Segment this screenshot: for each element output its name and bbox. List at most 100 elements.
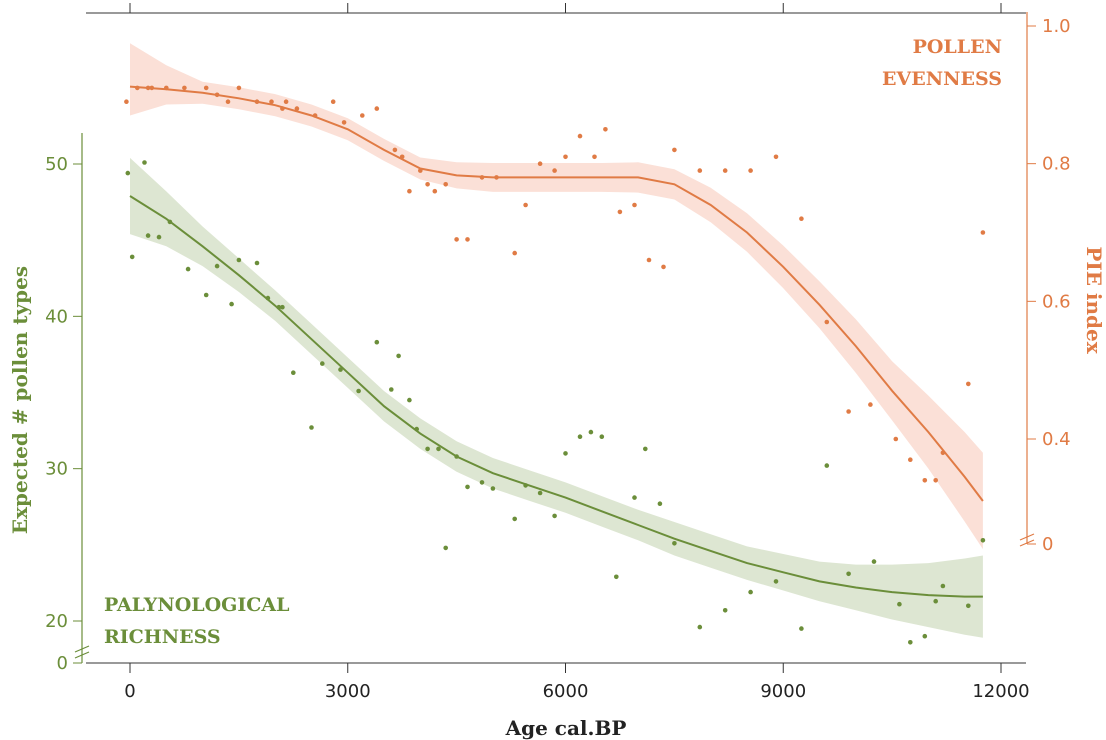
richness-point-35 (552, 513, 557, 519)
evenness-point-58 (980, 230, 986, 235)
evenness-point-13 (283, 99, 289, 104)
legend-richness-line1: PALYNOLOGICAL (104, 594, 290, 616)
richness-point-38 (588, 429, 594, 435)
evenness-point-18 (360, 113, 365, 118)
evenness-point-30 (494, 175, 499, 180)
richness-fit-line (129, 195, 983, 598)
evenness-point-51 (868, 402, 873, 407)
richness-point-50 (824, 463, 830, 468)
evenness-point-49 (824, 319, 830, 325)
richness-point-44 (672, 541, 677, 546)
evenness-point-12 (280, 106, 285, 111)
richness-point-25 (425, 446, 430, 452)
richness-point-32 (512, 516, 517, 522)
evenness-point-29 (479, 175, 485, 180)
x-axis-title: Age cal.BP (505, 716, 627, 740)
legend-evenness-line2: EVENNESS (882, 68, 1002, 90)
right-tick-label-0: 0.4 (1042, 429, 1071, 450)
right-axis-break-mark-1 (1019, 533, 1035, 541)
richness-point-36 (563, 451, 568, 456)
richness-point-10 (236, 257, 242, 263)
evenness-point-52 (893, 436, 899, 442)
evenness-point-53 (908, 457, 913, 463)
evenness-point-10 (254, 99, 260, 104)
richness-point-11 (254, 260, 260, 266)
right-series-layer (124, 43, 986, 550)
richness-point-57 (940, 583, 946, 589)
left-series-layer (125, 157, 986, 645)
evenness-point-15 (312, 113, 318, 118)
richness-point-24 (414, 426, 420, 432)
evenness-point-16 (330, 99, 336, 104)
richness-point-58 (966, 603, 971, 609)
left-tick-label-1: 30 (45, 459, 68, 480)
evenness-point-17 (341, 120, 347, 125)
left-tick-label-3: 50 (45, 154, 68, 175)
evenness-point-44 (697, 168, 703, 173)
evenness-point-56 (940, 450, 946, 456)
right-tick-label-3: 1.0 (1042, 16, 1071, 37)
richness-point-39 (599, 434, 605, 440)
evenness-point-5 (182, 85, 187, 91)
evenness-point-2 (145, 85, 151, 91)
x-tick-label-1: 3000 (325, 681, 371, 702)
evenness-point-33 (537, 161, 543, 166)
evenness-point-24 (425, 182, 430, 187)
evenness-point-3 (149, 85, 155, 91)
x-tick-label-2: 6000 (543, 681, 589, 702)
evenness-point-54 (922, 478, 928, 483)
legend-evenness: POLLEN EVENNESS (882, 36, 1002, 90)
evenness-point-42 (661, 264, 666, 270)
evenness-point-34 (552, 168, 557, 173)
evenness-point-25 (432, 188, 438, 194)
richness-point-28 (454, 454, 459, 459)
richness-point-1 (129, 254, 135, 260)
right-axis-title: PIE index (1082, 246, 1106, 354)
evenness-point-35 (563, 154, 568, 160)
richness-point-30 (479, 480, 485, 485)
richness-point-22 (396, 353, 401, 359)
evenness-point-20 (392, 147, 398, 153)
richness-point-46 (722, 608, 728, 613)
richness-point-31 (490, 486, 496, 491)
richness-point-59 (980, 538, 986, 543)
richness-point-45 (697, 624, 703, 630)
evenness-point-41 (646, 257, 652, 263)
richness-point-12 (265, 295, 271, 301)
evenness-point-9 (236, 85, 242, 91)
evenness-point-48 (799, 216, 804, 221)
legend-evenness-line1: POLLEN (913, 36, 1002, 58)
richness-point-40 (614, 574, 619, 580)
x-tick-label-0: 0 (124, 681, 135, 702)
evenness-point-47 (773, 154, 779, 160)
legend-richness-line2: RICHNESS (104, 626, 221, 648)
evenness-point-28 (465, 237, 470, 242)
richness-point-15 (291, 370, 296, 376)
richness-point-27 (443, 545, 449, 551)
evenness-point-38 (603, 127, 608, 132)
richness-point-2 (142, 160, 147, 165)
richness-point-4 (156, 234, 162, 240)
richness-point-29 (465, 484, 470, 490)
richness-point-51 (846, 571, 851, 577)
richness-point-43 (657, 501, 663, 507)
richness-point-20 (374, 339, 380, 345)
evenness-point-19 (374, 106, 380, 111)
richness-point-7 (203, 292, 209, 298)
left-axis-title: Expected # pollen types (8, 266, 32, 534)
left-tick-label-0: 20 (45, 611, 68, 632)
evenness-point-22 (407, 188, 412, 194)
richness-point-8 (214, 263, 220, 269)
richness-point-33 (523, 483, 528, 488)
right-tick-label-2: 0.8 (1042, 154, 1071, 175)
evenness-point-8 (225, 99, 231, 104)
right-axis: 0.4 0.6 0.8 1.0 0 (1019, 12, 1071, 555)
evenness-point-11 (269, 99, 274, 104)
right-tick-label-zero: 0 (1042, 534, 1053, 555)
richness-confidence-band (130, 157, 983, 638)
richness-point-34 (537, 490, 543, 496)
richness-point-37 (577, 434, 583, 440)
richness-point-26 (436, 446, 441, 452)
richness-point-47 (748, 589, 753, 595)
